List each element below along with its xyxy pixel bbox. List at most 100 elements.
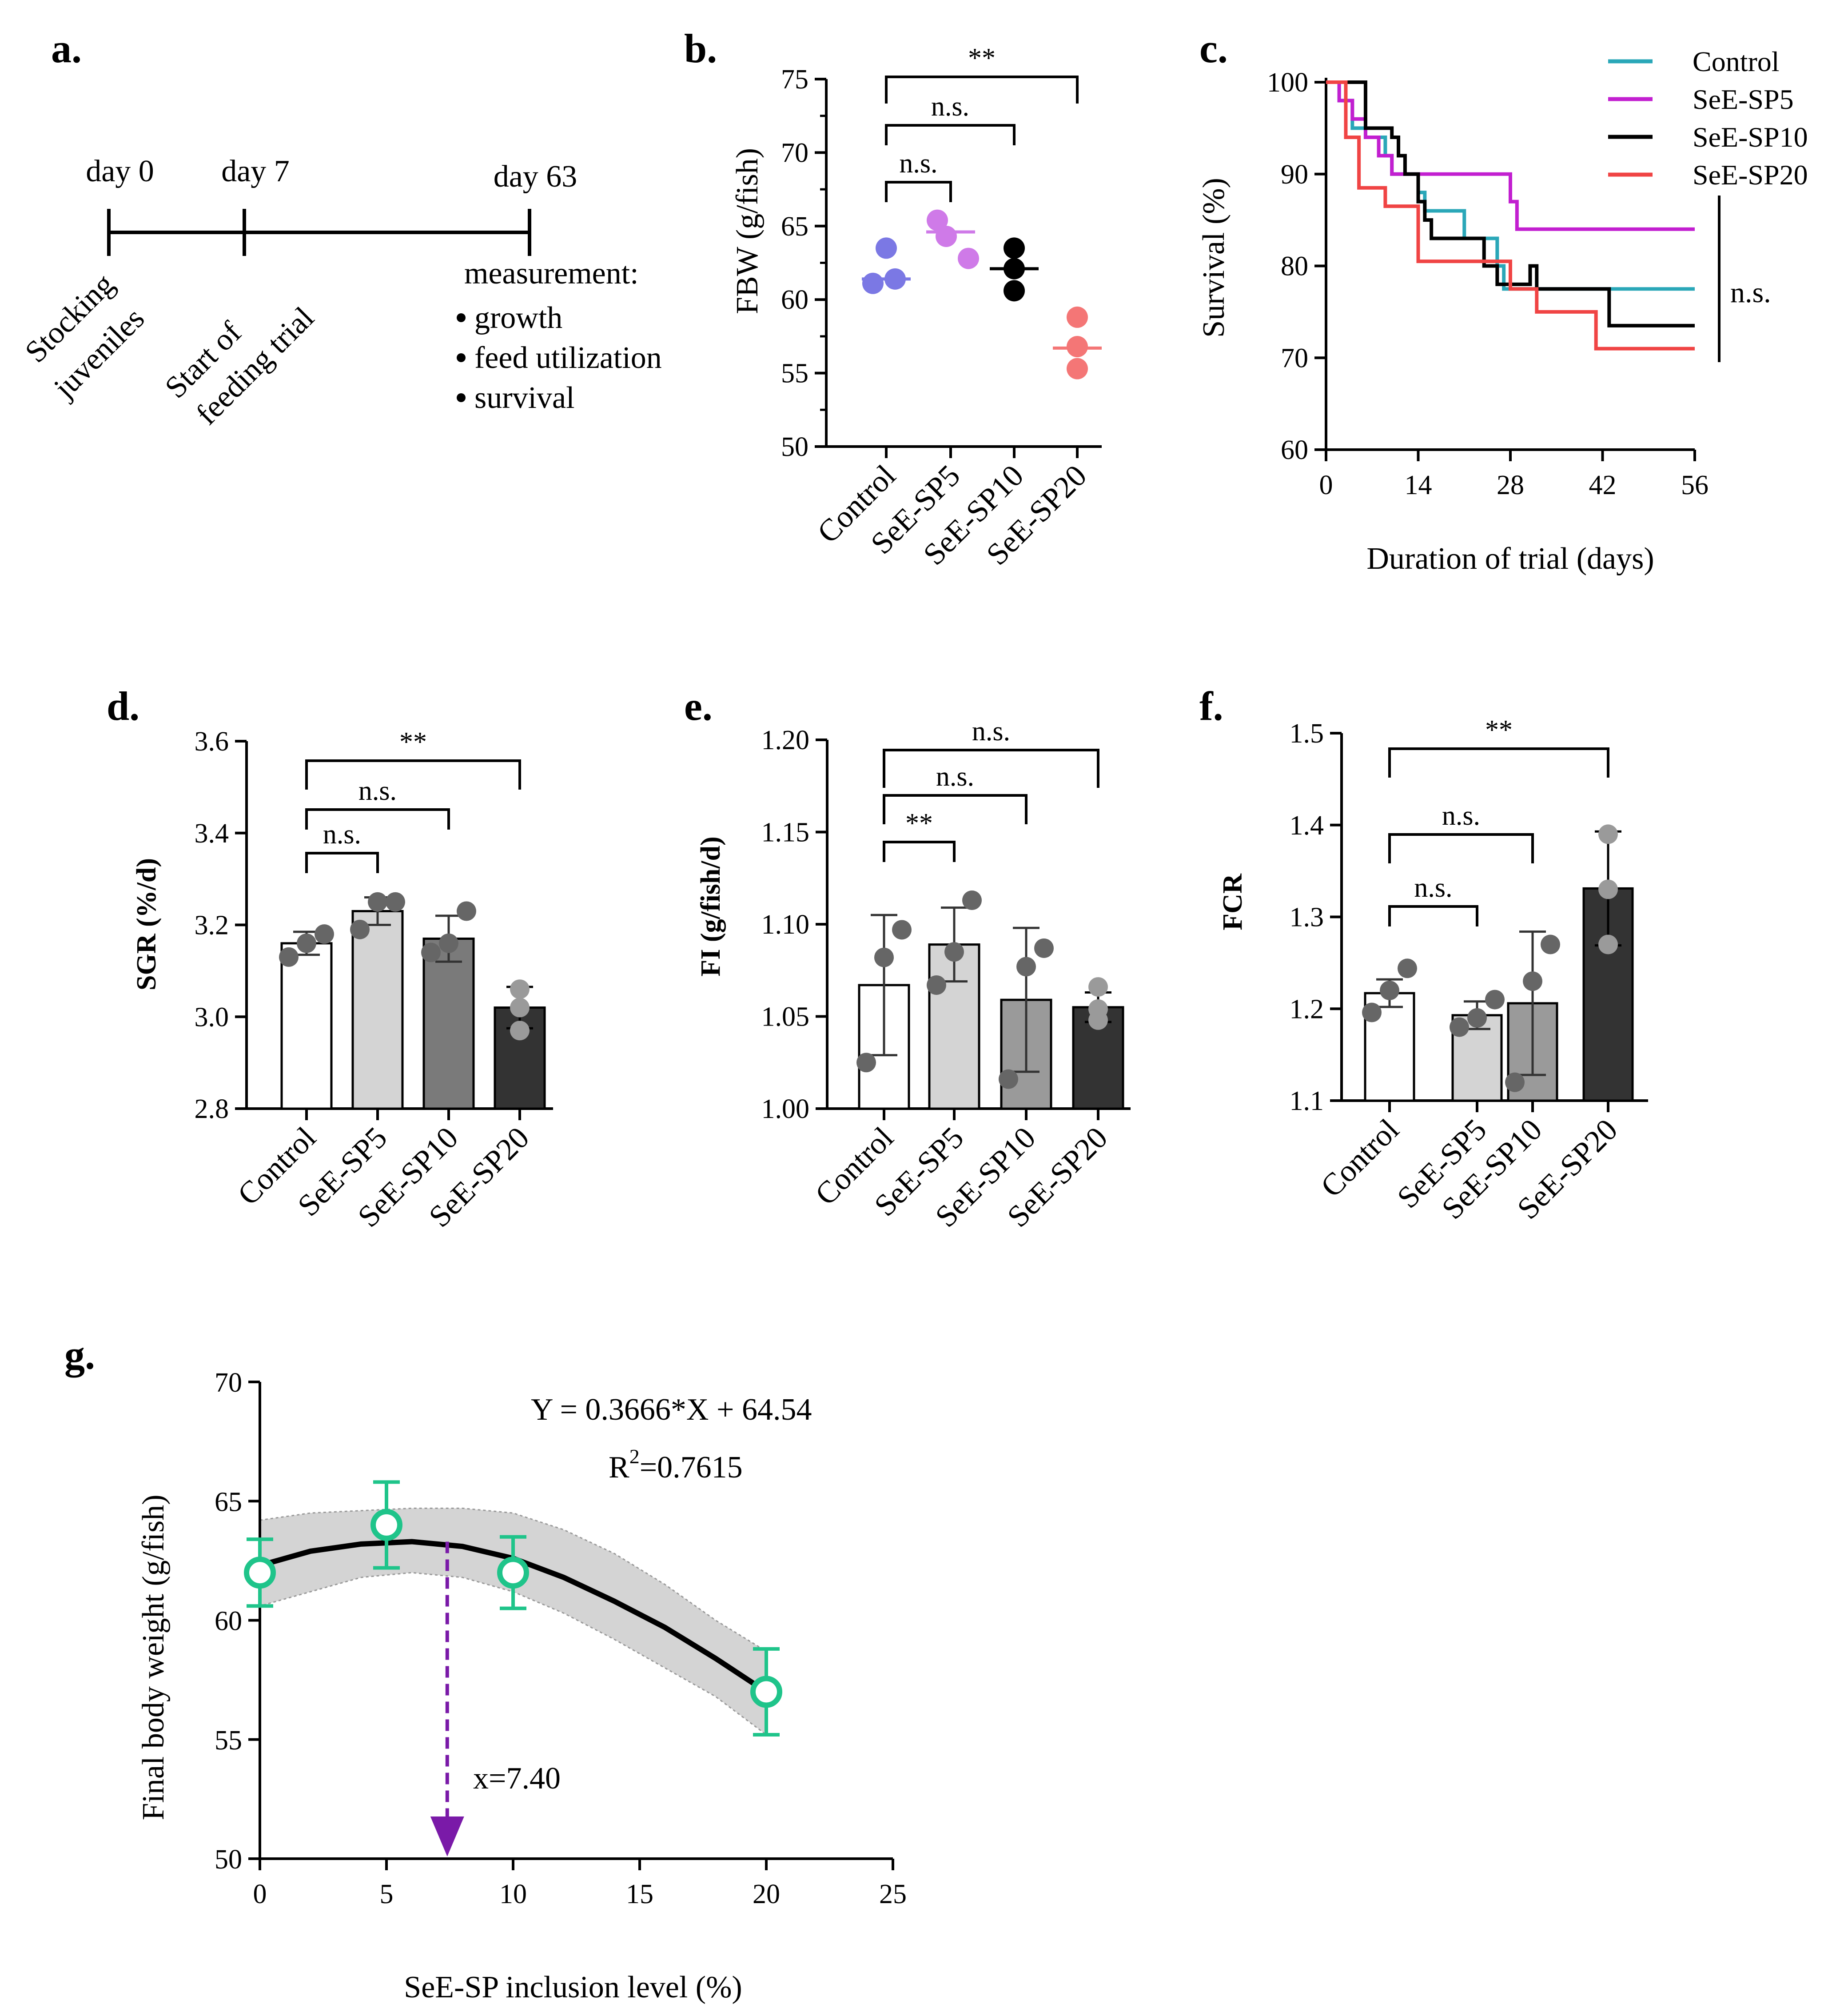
bar	[422, 938, 475, 1110]
data-point	[1380, 980, 1399, 1000]
data-point	[510, 979, 530, 999]
data-point	[874, 947, 894, 967]
legend-entry: SeE-SP20	[1693, 159, 1808, 191]
r-squared: R2=0.7615	[609, 1445, 743, 1485]
significance-bracket	[883, 749, 1099, 788]
data-point	[497, 1557, 529, 1589]
significance-label: **	[968, 43, 996, 73]
data-point	[510, 1021, 530, 1041]
y-tick-label: 80	[1281, 252, 1308, 282]
x-axis-label: SeE-SP inclusion level (%)	[404, 1970, 742, 2004]
data-point	[1598, 879, 1618, 899]
data-point	[876, 237, 897, 259]
y-tick-label: 90	[1281, 160, 1308, 190]
y-tick-label: 100	[1267, 68, 1308, 98]
data-point	[457, 901, 476, 921]
data-point	[1598, 824, 1618, 844]
significance-bracket	[885, 76, 1079, 104]
measurement-item: survival	[474, 381, 575, 415]
data-point	[1088, 977, 1108, 997]
data-point	[244, 1557, 276, 1589]
data-point	[439, 933, 458, 953]
x-tick-label: 5	[380, 1879, 394, 1909]
chart-fi: FI (g/fish/d) 1.001.051.101.151.20Contro…	[696, 716, 1131, 1234]
survival-series-line	[1326, 80, 1695, 351]
panel-label-d: d.	[107, 683, 139, 729]
chart-fcr: FCR 1.11.21.31.41.5ControlSeE-SP5SeE-SP1…	[1218, 715, 1648, 1226]
y-tick-label: 1.2	[1290, 994, 1324, 1024]
r-squared-superscript: 2	[629, 1445, 640, 1468]
x-axis-label: Duration of trial (days)	[1366, 542, 1654, 576]
data-point	[315, 924, 334, 944]
y-tick-label: 1.4	[1290, 810, 1324, 841]
x-tick-label: 10	[499, 1879, 527, 1909]
data-point	[1067, 358, 1088, 379]
y-tick-label: 60	[215, 1606, 242, 1637]
data-point	[962, 890, 982, 910]
y-tick-label: 1.15	[761, 818, 810, 848]
data-point	[1598, 934, 1618, 954]
data-point	[1067, 306, 1088, 328]
y-tick-label: 70	[215, 1368, 242, 1398]
y-tick-label: 65	[215, 1487, 242, 1517]
data-point	[1034, 938, 1054, 958]
panel-label-e: e.	[684, 683, 713, 729]
measurement-title: measurement:	[464, 256, 639, 291]
data-point	[750, 1676, 782, 1708]
data-point	[927, 209, 948, 231]
x-tick-label: 0	[253, 1879, 267, 1909]
data-point	[1505, 1072, 1525, 1092]
significance-label: **	[1485, 715, 1513, 745]
data-point	[1485, 990, 1505, 1010]
y-tick-label: 50	[781, 432, 808, 462]
data-point	[1523, 971, 1542, 991]
significance-bracket	[1388, 905, 1478, 926]
data-point	[1398, 958, 1417, 978]
significance-label: n.s.	[899, 148, 937, 179]
y-tick-label: 1.3	[1290, 902, 1324, 933]
y-tick-label: 75	[781, 64, 808, 95]
significance-bracket	[1388, 833, 1534, 863]
significance-bracket	[305, 759, 521, 790]
y-tick-label: 70	[1281, 343, 1308, 373]
x-tick-label: 42	[1589, 470, 1617, 500]
y-tick-label: 50	[215, 1844, 242, 1875]
data-point	[297, 933, 316, 953]
y-axis-label: Survival (%)	[1197, 178, 1231, 338]
significance-label: n.s.	[972, 716, 1010, 747]
survival-series-line	[1326, 80, 1695, 327]
data-point	[1088, 999, 1108, 1019]
y-tick-label: 3.0	[195, 1002, 229, 1032]
y-tick-label: 1.1	[1290, 1086, 1324, 1116]
significance-bracket	[885, 181, 952, 202]
timeline-day-label: day 7	[221, 154, 290, 188]
regression-equation: Y = 0.3666*X + 64.54	[531, 1393, 812, 1427]
data-point	[350, 919, 370, 939]
y-tick-label: 55	[781, 359, 808, 389]
y-axis-label: FBW (g/fish)	[730, 148, 765, 314]
data-point	[510, 998, 530, 1018]
data-point	[1450, 1017, 1469, 1037]
y-tick-label: 65	[781, 212, 808, 242]
bar	[494, 1006, 546, 1110]
data-point	[1004, 237, 1025, 259]
significance-label: n.s.	[936, 762, 974, 792]
x-tick-label: 15	[626, 1879, 653, 1909]
bar	[280, 942, 333, 1110]
y-tick-label: 1.20	[761, 725, 810, 755]
x-tick-label: 14	[1405, 470, 1432, 500]
y-axis-label: FCR	[1218, 873, 1248, 930]
y-axis-label: SGR (%/d)	[131, 858, 162, 990]
panel-a: a. day 0 day 7 day 63 Stocking juveniles…	[19, 26, 662, 431]
timeline-day-label: day 63	[494, 160, 578, 194]
y-tick-label: 1.5	[1290, 719, 1324, 749]
significance-label: **	[399, 727, 427, 757]
significance-label: **	[905, 808, 933, 838]
data-point	[999, 1069, 1018, 1089]
data-point	[892, 920, 912, 940]
chart-fbw: FBW (g/fish) 505560657075ControlSeE-SP5S…	[730, 43, 1102, 572]
data-point	[421, 942, 441, 962]
r-squared-value: =0.7615	[640, 1450, 743, 1485]
bullet-icon	[457, 313, 466, 322]
